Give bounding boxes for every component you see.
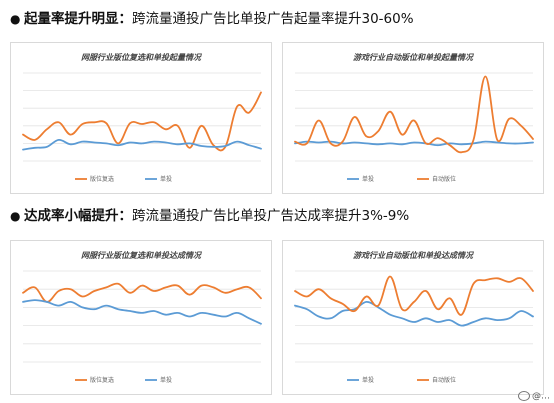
bullet: ●: [10, 209, 21, 223]
series-line-1: [294, 140, 534, 147]
legend-label: 单投: [362, 175, 374, 183]
section-heading-1: ● 起量率提升明显：跨流量通投广告比单投广告起量率提升30-60%: [10, 10, 414, 28]
chart-panel-4: 游戏行业自动版位和单投达成情况单投 自动版位: [282, 240, 544, 395]
legend-label: 单投: [160, 376, 172, 384]
heading-bold: 达成率小幅提升：: [24, 208, 132, 224]
chart-title: 网服行业版位复选和单投起量情况: [81, 53, 202, 62]
watermark: @…: [518, 390, 550, 401]
bullet: ●: [10, 12, 21, 26]
chart-title: 游戏行业自动版位和单投达成情况: [353, 251, 474, 260]
chart-panel-1: 网服行业版位复选和单投起量情况版位复选 单投: [10, 42, 272, 194]
legend-label: 版位复选: [90, 376, 114, 384]
legend-label: 自动版位: [432, 376, 456, 384]
series-line-1: [294, 300, 534, 327]
legend-label: 版位复选: [90, 175, 114, 183]
legend-label: 单投: [362, 376, 374, 384]
chart-title: 游戏行业自动版位和单投起量情况: [353, 53, 474, 62]
chart-panel-3: 网服行业版位复选和单投达成情况版位复选 单投: [10, 240, 272, 395]
chart-panel-2: 游戏行业自动版位和单投起量情况单投 自动版位: [282, 42, 544, 194]
weibo-icon: [518, 390, 530, 401]
heading-text: 跨流量通投广告比单投广告达成率提升3%-9%: [132, 208, 410, 224]
series-line-2: [294, 75, 534, 154]
legend-label: 单投: [160, 175, 172, 183]
series-line-2: [294, 275, 534, 316]
heading-bold: 起量率提升明显：: [24, 11, 132, 27]
heading-text: 跨流量通投广告比单投广告起量率提升30-60%: [132, 11, 414, 27]
series-line-2: [22, 299, 262, 325]
watermark-text: @…: [532, 391, 550, 401]
series-line-1: [22, 91, 262, 152]
series-line-2: [22, 138, 262, 151]
chart-title: 网服行业版位复选和单投达成情况: [81, 251, 202, 260]
legend-label: 自动版位: [432, 175, 456, 183]
series-line-1: [22, 282, 262, 303]
section-heading-2: ● 达成率小幅提升：跨流量通投广告比单投广告达成率提升3%-9%: [10, 207, 409, 225]
